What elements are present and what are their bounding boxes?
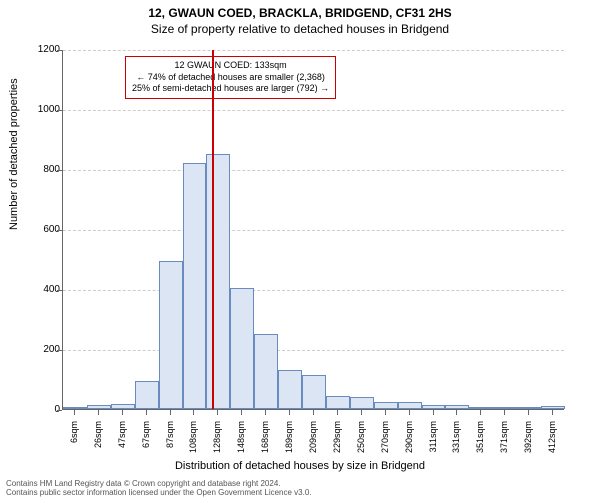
chart-plot-area: 12 GWAUN COED: 133sqm ← 74% of detached … — [62, 50, 564, 410]
x-tick-mark — [361, 410, 362, 415]
histogram-bar — [422, 405, 446, 410]
x-tick-label: 371sqm — [499, 421, 509, 461]
y-tick-label: 800 — [25, 164, 60, 175]
y-tick-label: 400 — [25, 284, 60, 295]
x-tick-mark — [433, 410, 434, 415]
histogram-bar — [541, 406, 565, 409]
grid-line — [63, 110, 564, 111]
y-tick-label: 1200 — [25, 44, 60, 55]
histogram-bar — [278, 370, 302, 409]
x-tick-label: 412sqm — [547, 421, 557, 461]
annotation-line2: ← 74% of detached houses are smaller (2,… — [132, 72, 329, 84]
y-tick-label: 0 — [25, 404, 60, 415]
x-tick-mark — [385, 410, 386, 415]
x-tick-label: 67sqm — [141, 421, 151, 461]
x-tick-mark — [409, 410, 410, 415]
footer-line1: Contains HM Land Registry data © Crown c… — [6, 479, 312, 489]
y-tick-mark — [57, 50, 62, 51]
x-tick-mark — [74, 410, 75, 415]
grid-line — [63, 290, 564, 291]
x-tick-label: 331sqm — [451, 421, 461, 461]
x-tick-label: 290sqm — [404, 421, 414, 461]
histogram-bar — [398, 402, 422, 409]
histogram-bar — [135, 381, 159, 410]
histogram-bar — [302, 375, 326, 410]
x-tick-mark — [337, 410, 338, 415]
x-tick-label: 209sqm — [308, 421, 318, 461]
x-tick-label: 87sqm — [165, 421, 175, 461]
grid-line — [63, 50, 564, 51]
grid-line — [63, 230, 564, 231]
x-tick-mark — [289, 410, 290, 415]
histogram-bar — [493, 407, 517, 409]
y-tick-label: 600 — [25, 224, 60, 235]
x-tick-label: 148sqm — [236, 421, 246, 461]
y-tick-label: 200 — [25, 344, 60, 355]
x-tick-mark — [170, 410, 171, 415]
grid-line — [63, 350, 564, 351]
x-tick-mark — [193, 410, 194, 415]
title-subtitle: Size of property relative to detached ho… — [0, 22, 600, 36]
x-tick-mark — [504, 410, 505, 415]
histogram-bar — [350, 397, 374, 409]
y-tick-mark — [57, 410, 62, 411]
x-tick-mark — [98, 410, 99, 415]
x-tick-mark — [265, 410, 266, 415]
annotation-line1: 12 GWAUN COED: 133sqm — [132, 60, 329, 72]
histogram-bar — [445, 405, 469, 409]
x-tick-mark — [122, 410, 123, 415]
x-tick-mark — [217, 410, 218, 415]
grid-line — [63, 170, 564, 171]
chart-title-block: 12, GWAUN COED, BRACKLA, BRIDGEND, CF31 … — [0, 0, 600, 36]
x-tick-label: 128sqm — [212, 421, 222, 461]
y-axis-label: Number of detached properties — [8, 78, 20, 230]
x-tick-mark — [313, 410, 314, 415]
x-tick-label: 250sqm — [356, 421, 366, 461]
histogram-bar — [326, 396, 350, 410]
x-axis-label: Distribution of detached houses by size … — [0, 460, 600, 472]
x-tick-mark — [241, 410, 242, 415]
annotation-box: 12 GWAUN COED: 133sqm ← 74% of detached … — [125, 56, 336, 99]
histogram-bar — [159, 261, 183, 410]
title-address: 12, GWAUN COED, BRACKLA, BRIDGEND, CF31 … — [0, 6, 600, 20]
y-tick-mark — [57, 290, 62, 291]
footer-attribution: Contains HM Land Registry data © Crown c… — [6, 479, 312, 498]
x-tick-label: 351sqm — [475, 421, 485, 461]
histogram-bar — [374, 402, 398, 410]
histogram-bar — [87, 405, 111, 409]
x-tick-label: 47sqm — [117, 421, 127, 461]
y-tick-mark — [57, 110, 62, 111]
histogram-bar — [63, 407, 87, 409]
histogram-bar — [517, 407, 541, 409]
histogram-bar — [469, 407, 493, 409]
x-tick-mark — [146, 410, 147, 415]
histogram-bar — [206, 154, 230, 409]
histogram-bar — [230, 288, 254, 410]
x-tick-label: 229sqm — [332, 421, 342, 461]
x-tick-mark — [552, 410, 553, 415]
y-tick-mark — [57, 350, 62, 351]
y-tick-mark — [57, 170, 62, 171]
x-tick-label: 189sqm — [284, 421, 294, 461]
footer-line2: Contains public sector information licen… — [6, 488, 312, 498]
x-tick-label: 168sqm — [260, 421, 270, 461]
x-tick-mark — [456, 410, 457, 415]
histogram-bar — [254, 334, 278, 409]
histogram-bar — [183, 163, 207, 409]
histogram-bar — [111, 404, 135, 409]
annotation-line3: 25% of semi-detached houses are larger (… — [132, 83, 329, 95]
x-tick-mark — [480, 410, 481, 415]
x-tick-label: 108sqm — [188, 421, 198, 461]
reference-line — [212, 50, 214, 409]
x-tick-label: 270sqm — [380, 421, 390, 461]
y-tick-label: 1000 — [25, 104, 60, 115]
x-tick-label: 392sqm — [523, 421, 533, 461]
x-tick-mark — [528, 410, 529, 415]
x-tick-label: 6sqm — [69, 421, 79, 461]
x-tick-label: 26sqm — [93, 421, 103, 461]
x-tick-label: 311sqm — [428, 421, 438, 461]
y-tick-mark — [57, 230, 62, 231]
